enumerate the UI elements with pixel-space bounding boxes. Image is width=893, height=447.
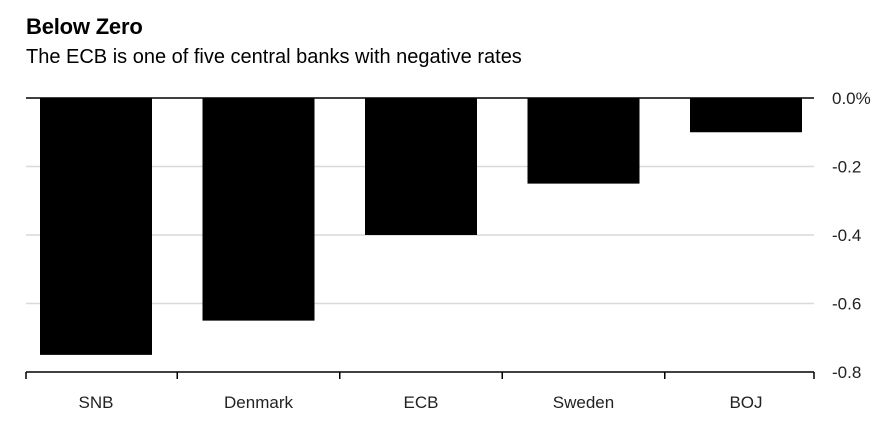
y-tick-label: 0.0% [832,89,871,108]
x-tick-labels: SNB Denmark ECB Sweden BOJ [79,393,763,412]
x-tick-label: BOJ [729,393,762,412]
x-tick-label: ECB [404,393,439,412]
y-tick-label: -0.2 [832,158,861,177]
bar-sweden [527,98,640,184]
bar-boj [690,98,802,133]
bar-ecb [365,98,477,235]
y-tick-labels: 0.0% -0.2 -0.4 -0.6 -0.8 [832,89,871,382]
bars [40,98,802,355]
axes [25,97,815,379]
bar-denmark [202,98,315,321]
bar-snb [40,98,152,355]
x-tick-label: SNB [79,393,114,412]
y-tick-label: -0.8 [832,363,861,382]
chart-title: Below Zero [26,14,143,39]
y-tick-label: -0.6 [832,295,861,314]
chart-subtitle: The ECB is one of five central banks wit… [26,46,522,68]
y-tick-label: -0.4 [832,226,861,245]
x-tick-label: Sweden [553,393,614,412]
x-tick-label: Denmark [224,393,293,412]
